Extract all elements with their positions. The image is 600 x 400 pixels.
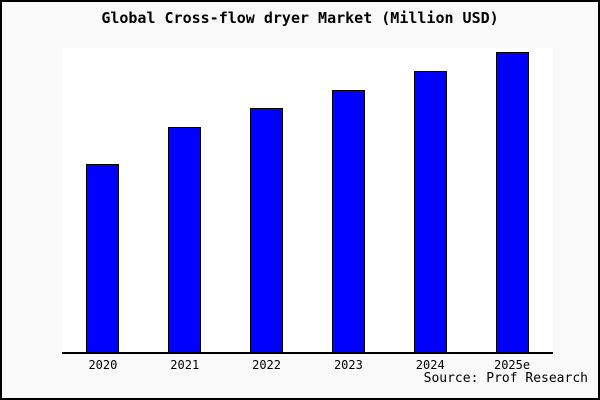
bar-2022 [250,108,284,352]
bar-2020 [86,164,120,352]
bar-2024 [413,71,447,352]
bars-container [62,48,553,352]
bar-2025e [495,52,529,352]
plot-area [62,48,553,354]
x-tick-label-2024: 2024 [415,358,445,372]
x-tick-label-2021: 2021 [170,358,200,372]
x-tick-label-2022: 2022 [252,358,282,372]
bar-2023 [331,90,365,352]
x-tick-label-2023: 2023 [333,358,363,372]
chart-title: Global Cross-flow dryer Market (Million … [101,9,499,27]
bar-2021 [168,127,202,352]
x-tick-label-2025e: 2025e [493,358,531,372]
x-tick-label-2020: 2020 [88,358,118,372]
x-axis-labels: 2020 2021 2022 2023 2024 2025e [62,358,553,372]
source-note: Source: Prof Research [423,371,588,386]
